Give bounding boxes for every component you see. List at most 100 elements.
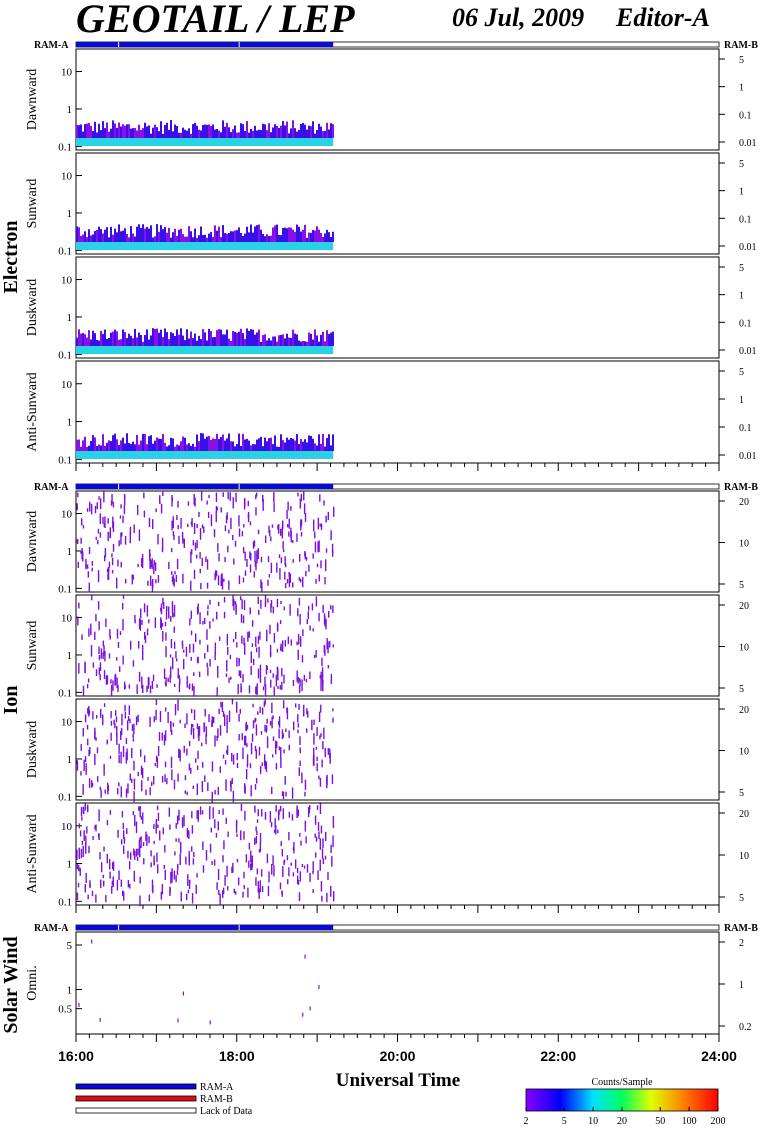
- spectrogram-cell: [255, 647, 258, 653]
- spectrogram-cell: [169, 654, 172, 658]
- spectrogram-cell: [215, 505, 218, 514]
- spectrogram-cell: [105, 618, 107, 627]
- spectrogram-cell: [192, 124, 194, 138]
- spectrogram-cell: [254, 784, 257, 790]
- spectrogram-cell: [320, 671, 322, 680]
- spectrogram-cell: [86, 508, 89, 512]
- spectrogram-cell: [144, 335, 146, 346]
- spectrogram-cell: [316, 726, 318, 737]
- spectrogram-cell: [266, 629, 268, 642]
- spectrogram-cell: [297, 879, 300, 885]
- spectrogram-cell: [254, 550, 256, 562]
- spectrogram-cell: [102, 652, 104, 659]
- spectrogram-cell: [96, 747, 99, 754]
- spectrogram-cell: [106, 675, 109, 685]
- spectrogram-cell: [241, 599, 243, 610]
- spectrogram-cell: [266, 665, 268, 670]
- spectrogram-cell: [165, 609, 168, 620]
- spectrogram-cell: [90, 235, 92, 242]
- y-tick-label: 10: [61, 717, 73, 729]
- spectrogram-cell: [209, 843, 212, 853]
- spectrogram-cell: [112, 234, 114, 242]
- spectrogram-cell: [166, 122, 168, 138]
- spectrogram-cell: [273, 686, 275, 697]
- spectrogram-cell: [117, 788, 119, 795]
- spectrogram-cell: [318, 574, 321, 582]
- spectrogram-cell: [151, 519, 154, 530]
- spectrogram-cell: [177, 863, 179, 870]
- spectrogram-cell: [314, 230, 316, 242]
- spectrogram-cell: [202, 841, 204, 850]
- spectrogram-cell: [272, 673, 274, 678]
- spectrogram-cell: [190, 767, 192, 774]
- spectrogram-cell: [78, 439, 80, 451]
- spectrogram-cell: [210, 827, 212, 833]
- spectrogram-cell: [123, 505, 126, 515]
- spectrogram-cell: [249, 763, 252, 769]
- spectrogram-cell: [300, 341, 302, 346]
- spectrogram-cell: [234, 446, 236, 451]
- spectrogram-cell: [194, 228, 196, 242]
- plot-title: GEOTAIL / LEP: [76, 0, 355, 41]
- spectrogram-cell: [180, 891, 182, 902]
- spectrogram-cell: [330, 332, 332, 346]
- spectrogram-cell: [129, 718, 131, 724]
- spectrogram-cell: [242, 333, 244, 346]
- spectrogram-cell: [131, 747, 133, 759]
- spectrogram-cell: [299, 679, 301, 687]
- spectrogram-cell: [279, 882, 282, 890]
- spectrogram-cell: [314, 852, 317, 858]
- spectrogram-cell: [154, 562, 157, 572]
- spectrogram-cell: [204, 617, 206, 625]
- spectrogram-cell: [170, 756, 173, 768]
- spectrogram-cell: [158, 732, 161, 741]
- spectrogram-cell: [201, 524, 204, 529]
- right-tick-label: 20: [739, 601, 749, 612]
- spectrogram-cell: [232, 330, 234, 346]
- spectrogram-cell: [275, 805, 277, 812]
- spectrogram-cell: [140, 765, 143, 775]
- spectrogram-cell: [305, 556, 308, 561]
- spectrogram-cell: [266, 130, 268, 138]
- spectrogram-cell: [264, 724, 266, 732]
- spectrogram-cell: [232, 862, 234, 873]
- spectrogram-cell: [316, 335, 318, 346]
- spectrogram-cell: [176, 329, 178, 346]
- spectrogram-cell: [215, 511, 217, 523]
- spectrogram-cell: [188, 830, 190, 839]
- spectrogram-cell: [174, 703, 177, 716]
- spectrogram-cell: [231, 777, 233, 785]
- spectrogram-cell: [84, 756, 87, 763]
- spectrogram-cell: [242, 674, 244, 683]
- spectrogram-cell: [288, 744, 290, 751]
- spectrogram-cell: [194, 333, 196, 346]
- spectrogram-cell: [255, 561, 257, 571]
- spectrogram-cell: [173, 534, 175, 540]
- spectrogram-cell: [206, 124, 208, 138]
- spectrogram-cell: [256, 830, 258, 835]
- spectrogram-cell: [221, 701, 224, 713]
- y-tick-label: 1: [67, 546, 73, 558]
- spectrogram-cell: [321, 657, 323, 667]
- spectrogram-cell: [91, 561, 94, 566]
- spectrogram-cell: [177, 699, 179, 711]
- spectrogram-cell: [132, 811, 135, 816]
- spectrogram-cell: [140, 749, 142, 757]
- spectrogram-cell: [250, 742, 253, 755]
- spectrogram-cell: [242, 891, 244, 898]
- spectrogram-cell: [245, 721, 248, 732]
- spectrogram-cell: [92, 662, 95, 668]
- spectrogram-cell: [110, 332, 112, 346]
- spectrogram-cell: [238, 227, 240, 242]
- spectrogram-cell: [230, 517, 232, 530]
- spectrogram-cell: [281, 729, 284, 740]
- spectrogram-cell: [139, 895, 141, 907]
- spectrogram-cell: [174, 228, 176, 242]
- spectrogram-cell: [282, 733, 284, 738]
- spectrogram-cell: [158, 231, 160, 242]
- spectrogram-cell: [103, 846, 105, 852]
- spectrogram-cell: [308, 435, 310, 451]
- spectrogram-cell: [99, 532, 102, 538]
- spectrogram-cell: [114, 675, 116, 686]
- spectrogram-cell: [204, 653, 206, 659]
